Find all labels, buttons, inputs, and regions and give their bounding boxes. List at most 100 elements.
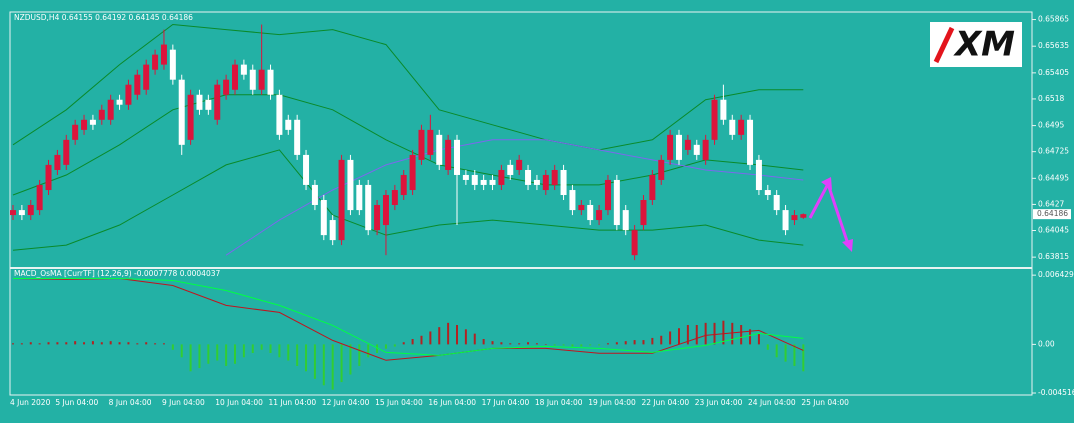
x-tick-label: 4 Jun 2020 bbox=[10, 398, 51, 407]
candle-body bbox=[764, 190, 771, 196]
histogram-bar bbox=[198, 344, 201, 369]
histogram-bar bbox=[136, 343, 139, 345]
candle-body bbox=[542, 174, 549, 191]
histogram-bar bbox=[757, 333, 760, 345]
histogram-bar bbox=[633, 340, 636, 345]
histogram-bar bbox=[20, 343, 23, 345]
candle-body bbox=[791, 215, 798, 221]
candle-body bbox=[604, 179, 611, 211]
histogram-bar bbox=[269, 344, 272, 353]
histogram-bar bbox=[793, 344, 796, 366]
histogram-bar bbox=[438, 327, 441, 345]
histogram-bar bbox=[447, 322, 450, 345]
histogram-bar bbox=[349, 344, 352, 375]
overlay-line bbox=[225, 139, 804, 256]
candle-body bbox=[498, 169, 505, 185]
histogram-bar bbox=[47, 342, 50, 345]
histogram-bar bbox=[296, 344, 299, 366]
candle-body bbox=[436, 134, 443, 165]
x-tick-label: 8 Jun 04:00 bbox=[109, 398, 152, 407]
candle-body bbox=[143, 64, 150, 90]
candle-body bbox=[10, 210, 16, 216]
candle-body bbox=[54, 154, 61, 170]
histogram-bar bbox=[784, 344, 787, 362]
logo: XM bbox=[930, 22, 1022, 67]
histogram-bar bbox=[313, 344, 316, 379]
histogram-bar bbox=[606, 343, 609, 345]
histogram-bar bbox=[189, 344, 192, 372]
histogram-bar bbox=[145, 342, 148, 345]
histogram-bar bbox=[127, 342, 130, 345]
histogram-bar bbox=[100, 342, 103, 345]
histogram-bar bbox=[367, 344, 370, 358]
candle-body bbox=[631, 230, 638, 256]
macd-line bbox=[12, 277, 804, 361]
histogram-bar bbox=[216, 344, 219, 361]
histogram-bar bbox=[651, 337, 654, 345]
candle-body bbox=[294, 119, 301, 155]
y-tick-label: 0.64725 bbox=[1038, 147, 1069, 156]
candle-body bbox=[676, 134, 682, 160]
candle-body bbox=[303, 154, 310, 185]
candle-body bbox=[205, 99, 212, 110]
candle-body bbox=[267, 69, 274, 95]
histogram-bar bbox=[29, 342, 32, 345]
y-tick-label: 0.64045 bbox=[1038, 225, 1069, 234]
y-tick-label: -0.004516 bbox=[1038, 388, 1074, 397]
histogram-bar bbox=[340, 344, 343, 383]
histogram-bar bbox=[287, 344, 290, 361]
candle-body bbox=[729, 119, 736, 135]
histogram-bar bbox=[12, 343, 14, 345]
histogram-bar bbox=[402, 342, 405, 345]
candle-body bbox=[178, 79, 185, 145]
candle-body bbox=[36, 184, 43, 211]
candle-body bbox=[249, 69, 256, 90]
candle-body bbox=[214, 84, 221, 120]
arrow-down-head bbox=[842, 239, 853, 252]
candle-body bbox=[258, 69, 265, 90]
candle-body bbox=[507, 164, 514, 175]
histogram-bar bbox=[83, 342, 86, 345]
histogram-bar bbox=[624, 341, 627, 345]
candle-body bbox=[169, 49, 176, 80]
histogram-bar bbox=[234, 344, 236, 364]
candle-body bbox=[471, 174, 478, 185]
candle-body bbox=[400, 174, 407, 196]
candle-body bbox=[18, 210, 25, 216]
candle-body bbox=[196, 94, 203, 110]
histogram-bar bbox=[118, 342, 121, 345]
chart-title: NZDUSD,H4 0.64155 0.64192 0.64145 0.6418… bbox=[14, 13, 193, 22]
candle-body bbox=[152, 54, 159, 70]
histogram-bar bbox=[527, 342, 530, 345]
histogram-bar bbox=[420, 335, 423, 345]
y-tick-label: 0.6518 bbox=[1038, 94, 1064, 103]
candle-body bbox=[81, 119, 88, 130]
histogram-bar bbox=[686, 325, 689, 345]
candle-body bbox=[755, 159, 762, 191]
candle-body bbox=[223, 79, 230, 95]
candle-body bbox=[72, 124, 79, 140]
candle-body bbox=[658, 159, 665, 180]
histogram-bar bbox=[491, 341, 494, 345]
y-tick-label: 0.65865 bbox=[1038, 15, 1069, 24]
candle-body bbox=[187, 94, 194, 140]
histogram-bar bbox=[473, 333, 476, 345]
candle-body bbox=[773, 195, 780, 211]
histogram-bar bbox=[278, 344, 281, 358]
histogram-bar bbox=[74, 341, 77, 345]
histogram-bar bbox=[740, 325, 743, 345]
candle-body bbox=[89, 119, 96, 125]
histogram-bar bbox=[669, 331, 672, 345]
overlay-line bbox=[12, 23, 804, 151]
candle-body bbox=[445, 139, 452, 170]
x-tick-label: 17 Jun 04:00 bbox=[482, 398, 530, 407]
candle-body bbox=[560, 169, 567, 196]
candle-body bbox=[116, 99, 123, 105]
candle-body bbox=[525, 169, 532, 185]
macd-line bbox=[13, 278, 804, 356]
candle-body bbox=[311, 184, 318, 205]
histogram-bar bbox=[180, 344, 183, 358]
histogram-bar bbox=[331, 344, 334, 390]
histogram-bar bbox=[802, 344, 805, 372]
